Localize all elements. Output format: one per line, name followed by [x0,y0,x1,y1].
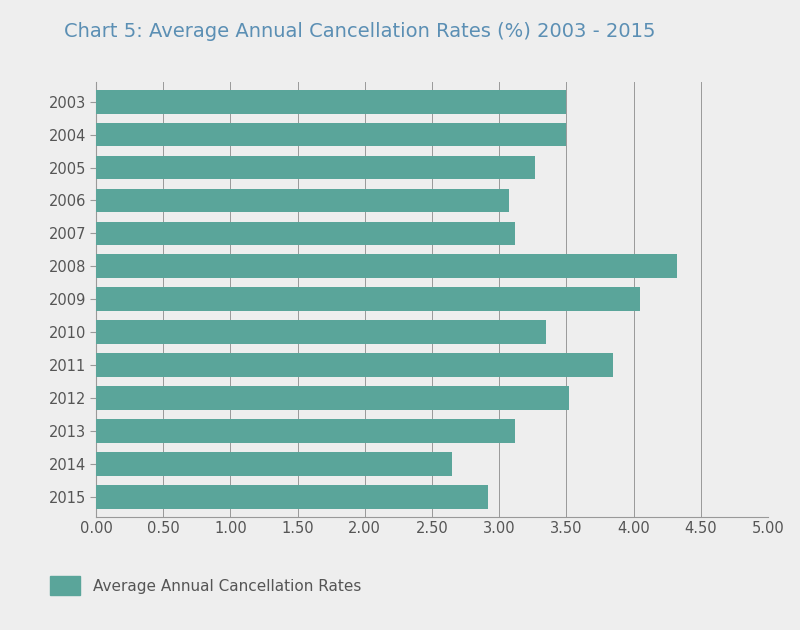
Bar [96,353,614,377]
Bar [96,485,489,508]
Text: Chart 5: Average Annual Cancellation Rates (%) 2003 - 2015: Chart 5: Average Annual Cancellation Rat… [64,22,655,41]
Bar [96,255,677,278]
Bar [96,156,535,180]
Bar [96,419,515,443]
Bar [96,452,452,476]
Bar [96,386,569,410]
Bar [96,222,515,245]
Legend: Average Annual Cancellation Rates: Average Annual Cancellation Rates [50,576,361,595]
Bar [96,188,509,212]
Bar [96,287,640,311]
Bar [96,123,566,146]
Bar [96,320,546,344]
Bar [96,90,566,113]
